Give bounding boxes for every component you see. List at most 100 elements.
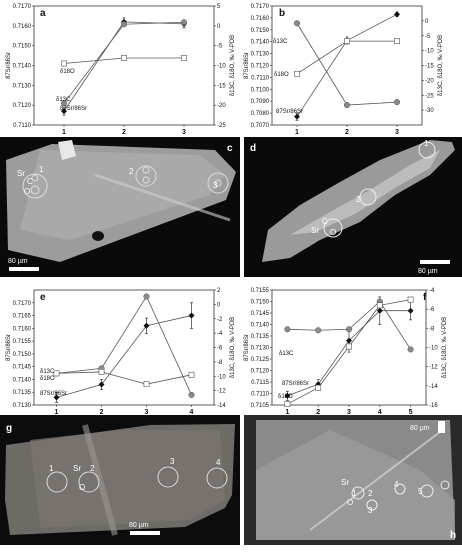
data-point-square — [61, 60, 67, 67]
image-g-label-sr: Sr — [73, 464, 81, 473]
image-c-label-1: 1 — [39, 165, 44, 174]
series-label: δ13C — [40, 369, 55, 375]
image-h-label-1: 1 — [352, 489, 357, 498]
image-h-label-3: 3 — [368, 506, 373, 515]
data-point-square — [188, 371, 195, 378]
y-left-axis-title: 87Sr/86Sr — [244, 334, 250, 361]
data-point-diamond — [284, 392, 291, 399]
y-right-tick-label: -10 — [425, 49, 434, 55]
panel-letter-h: h — [450, 530, 456, 541]
y-right-axis-title: δ13C, δ18O, ‰ V-PDB — [230, 35, 236, 96]
image-c-label-o: O — [24, 187, 30, 196]
data-point-diamond — [98, 381, 105, 388]
y-left-tick-label: 0.7130 — [251, 346, 270, 352]
y-left-tick-label: 0.7110 — [251, 75, 270, 81]
y-left-tick-label: 0.7155 — [13, 339, 32, 345]
y-left-tick-label: 0.7160 — [13, 326, 32, 332]
image-c-label-c: C — [27, 177, 33, 186]
image-h-label-2: 2 — [368, 489, 373, 498]
image-c-label-3: 3 — [213, 181, 218, 190]
scale-bar-g — [130, 531, 160, 535]
x-tick-label: 3 — [182, 129, 186, 136]
data-point-square — [407, 296, 414, 303]
y-right-tick-label: -16 — [429, 403, 438, 409]
panel-letter-g: g — [6, 423, 12, 434]
y-right-tick-label: -10 — [429, 346, 438, 352]
series-line-square — [56, 371, 192, 385]
y-left-tick-label: 0.7130 — [13, 403, 32, 409]
x-tick-label: 2 — [316, 409, 320, 416]
data-point-square — [294, 70, 300, 77]
image-d-label-o: O — [330, 228, 336, 237]
y-left-tick-label: 0.7110 — [251, 392, 270, 398]
image-panel-h: Sr 1 O 2 3 4 5 80 µm h — [244, 415, 462, 545]
scale-bar-c — [9, 267, 39, 271]
y-left-tick-label: 0.7070 — [251, 123, 270, 129]
y-right-tick-label: -14 — [217, 403, 226, 409]
x-tick-label: 2 — [100, 409, 104, 416]
data-point-square — [98, 369, 105, 375]
y-left-tick-label: 0.7120 — [251, 369, 270, 375]
y-right-tick-label: -12 — [217, 389, 226, 395]
y-right-tick-label: -30 — [425, 108, 434, 114]
y-left-tick-label: 0.7170 — [13, 4, 32, 10]
series-label: 87Sr/86Sr — [282, 381, 309, 387]
data-point-circle — [60, 100, 68, 107]
panel-letter: e — [40, 292, 46, 303]
data-point-circle — [343, 102, 351, 109]
y-left-tick-label: 0.7150 — [251, 300, 270, 306]
x-tick-label: 4 — [378, 409, 382, 416]
image-h-label-o: O — [347, 498, 353, 507]
y-right-tick-label: -6 — [217, 346, 223, 352]
series-label: δ13C — [273, 39, 288, 45]
data-point-circle — [120, 21, 128, 28]
chart-panel-e: 0.7130 0.7135 0.7140 0.7145 0.7150 0.7155 0.71… — [6, 288, 236, 416]
data-point-square — [143, 381, 150, 388]
y-left-tick-label: 0.7150 — [13, 352, 32, 358]
y-left-tick-label: 0.7145 — [13, 365, 32, 371]
y-left-tick-label: 0.7110 — [13, 123, 32, 129]
y-right-tick-label: -14 — [429, 384, 438, 390]
panel-letter-c: c — [227, 143, 233, 154]
y-left-tick-label: 0.7140 — [251, 40, 270, 46]
series-line-diamond — [56, 315, 192, 398]
image-panel-d: 1 2 Sr C O 80 µm d — [244, 137, 462, 277]
data-point-circle — [293, 20, 301, 27]
data-point-diamond — [407, 307, 414, 314]
series-label: δ18O — [278, 394, 293, 400]
panel-letter: f — [423, 292, 427, 303]
data-point-circle — [188, 391, 195, 398]
y-right-tick-label: -8 — [217, 360, 223, 366]
data-point-diamond — [294, 113, 300, 120]
series-label: δ18O — [60, 69, 75, 75]
y-left-tick-label: 0.7130 — [13, 83, 32, 89]
image-h-scale-label: 80 µm — [410, 425, 430, 432]
data-point-circle — [345, 326, 353, 333]
data-point-diamond — [61, 108, 67, 115]
x-tick-label: 1 — [62, 129, 66, 136]
y-left-tick-label: 0.7130 — [251, 52, 270, 58]
y-right-tick-label: 0 — [217, 302, 221, 308]
data-point-diamond — [346, 337, 352, 344]
series-label: δ18O — [274, 72, 289, 78]
x-tick-label: 1 — [295, 129, 299, 136]
image-panel-g: 1 Sr 2 O 3 4 80 µm g — [0, 415, 240, 545]
data-point-square — [346, 343, 352, 350]
y-left-tick-label: 0.7140 — [13, 64, 32, 70]
panel-letter: a — [40, 8, 46, 19]
image-d-scale-label: 80 µm — [418, 268, 438, 275]
data-point-square — [344, 38, 350, 45]
y-right-tick-label: -25 — [425, 93, 434, 99]
image-g-scale-label: 80 µm — [129, 522, 149, 529]
y-left-tick-label: 0.7160 — [251, 16, 270, 22]
data-point-diamond — [376, 307, 383, 314]
data-point-circle — [393, 99, 401, 106]
series-line-circle — [56, 295, 192, 396]
y-left-tick-label: 0.7080 — [251, 111, 270, 117]
y-left-tick-label: 0.7150 — [251, 28, 270, 34]
y-right-tick-label: -20 — [217, 103, 226, 109]
y-right-tick-label: -6 — [429, 307, 435, 313]
y-right-axis-title: δ13C, δ18O, ‰ V-PDB — [442, 317, 448, 378]
y-right-tick-label: -10 — [217, 374, 226, 380]
